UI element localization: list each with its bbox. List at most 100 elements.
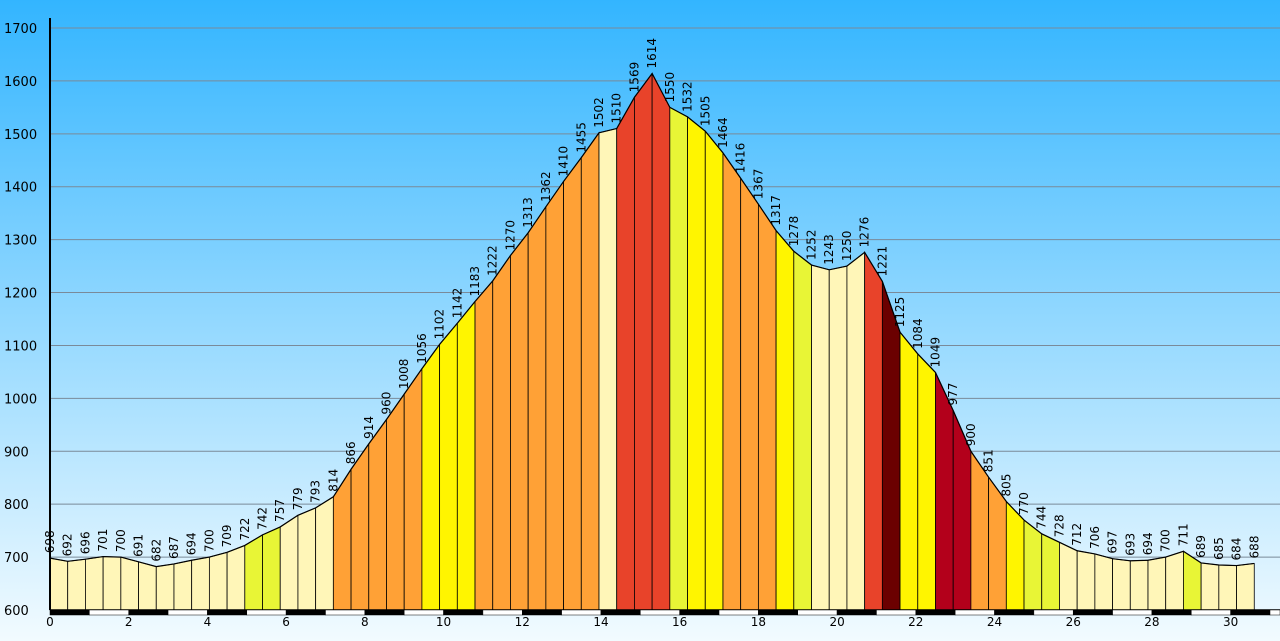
elevation-segment (155, 563, 175, 611)
x-tick-label: 8 (361, 615, 369, 629)
elevation-segment (474, 279, 494, 611)
km-scale-block (285, 609, 326, 616)
y-tick-label: 600 (4, 604, 29, 619)
elevation-value-label: 682 (149, 539, 163, 562)
elevation-value-label: 1049 (928, 337, 942, 368)
km-scale-block (325, 609, 366, 616)
elevation-segment (386, 392, 405, 611)
elevation-value-label: 700 (114, 529, 128, 552)
x-tick-label: 0 (46, 615, 54, 629)
km-scale-block (89, 609, 129, 616)
elevation-value-label: 793 (309, 480, 323, 503)
elevation-value-label: 744 (1035, 506, 1049, 529)
elevation-value-label: 700 (202, 529, 216, 552)
elevation-segment (651, 73, 671, 611)
elevation-segment (1129, 559, 1149, 611)
elevation-value-label: 706 (1088, 526, 1102, 549)
elevation-segment (563, 156, 582, 611)
elevation-value-label: 1510 (610, 93, 624, 124)
elevation-segment (403, 367, 423, 611)
elevation-segment (775, 229, 795, 611)
elevation-value-label: 688 (1247, 536, 1261, 559)
x-tick-label: 10 (436, 615, 451, 629)
x-tick-label: 16 (672, 615, 687, 629)
elevation-segment (828, 265, 848, 611)
x-tick-label: 30 (1223, 615, 1238, 629)
elevation-segment (757, 202, 777, 611)
elevation-value-label: 1270 (503, 220, 517, 251)
elevation-value-label: 693 (1123, 533, 1137, 556)
y-tick-label: 1000 (4, 392, 37, 407)
elevation-segment (669, 106, 688, 611)
elevation-value-label: 1317 (769, 195, 783, 226)
elevation-value-label: 1614 (645, 38, 659, 69)
km-scale-block (167, 609, 208, 616)
y-tick-label: 800 (4, 498, 29, 513)
elevation-segment (191, 556, 210, 611)
x-tick-label: 18 (751, 615, 766, 629)
elevation-value-label: 1367 (751, 169, 765, 200)
elevation-value-label: 712 (1070, 523, 1084, 546)
elevation-segment (793, 250, 812, 611)
elevation-value-label: 1183 (468, 266, 482, 297)
elevation-value-label: 722 (238, 518, 252, 541)
elevation-value-label: 1125 (893, 297, 907, 328)
elevation-value-label: 1550 (663, 72, 677, 103)
x-tick-label: 12 (515, 615, 530, 629)
elevation-value-label: 1569 (627, 62, 641, 93)
elevation-value-label: 691 (132, 534, 146, 557)
elevation-segment (208, 551, 228, 611)
y-tick-label: 1700 (4, 22, 37, 37)
elevation-value-label: 698 (43, 530, 57, 553)
elevation-segment (704, 130, 724, 611)
elevation-segment (545, 180, 564, 611)
axes (49, 18, 1280, 616)
elevation-segment (864, 250, 883, 611)
x-tick-label: 6 (282, 615, 290, 629)
elevation-value-label: 701 (96, 529, 110, 552)
elevation-value-label: 687 (167, 536, 181, 559)
elevation-value-label: 696 (78, 531, 92, 554)
y-tick-label: 1600 (4, 75, 37, 90)
km-scale-block (49, 609, 90, 616)
elevation-value-label: 814 (326, 469, 340, 492)
elevation-value-label: 1252 (805, 229, 819, 260)
elevation-segments (49, 72, 1255, 611)
elevation-segment (687, 116, 706, 611)
elevation-segment (881, 281, 901, 611)
elevation-value-label: 1102 (433, 309, 447, 340)
elevation-segment (1112, 558, 1131, 611)
elevation-segment (1200, 562, 1220, 611)
profile-outline (49, 72, 1255, 568)
elevation-segment (1165, 550, 1184, 611)
elevation-segment (510, 231, 529, 611)
x-tick-label: 2 (125, 615, 133, 629)
elevation-segment (1236, 562, 1255, 611)
elevation-value-label: 1416 (734, 143, 748, 174)
elevation-segment (279, 514, 299, 611)
km-scale-block (364, 609, 405, 616)
elevation-value-label: 851 (982, 449, 996, 472)
elevation-value-label: 1362 (539, 171, 553, 202)
elevation-segment (226, 544, 246, 611)
elevation-segment (138, 561, 157, 611)
x-tick-label: 20 (829, 615, 844, 629)
elevation-segment (580, 131, 600, 611)
elevation-value-label: 1276 (858, 217, 872, 248)
elevation-segment (297, 507, 317, 611)
elevation-value-label: 1313 (521, 197, 535, 228)
elevation-value-label: 711 (1176, 523, 1190, 546)
elevation-segment (846, 251, 866, 611)
elevation-segment (368, 418, 387, 611)
elevation-segment (421, 343, 441, 611)
y-tick-label: 1100 (4, 339, 37, 354)
elevation-value-label: 1502 (592, 97, 606, 128)
elevation-value-label: 1464 (716, 117, 730, 148)
elevation-value-label: 1410 (557, 146, 571, 177)
elevation-value-label: 709 (220, 524, 234, 547)
elevation-segment (492, 254, 511, 611)
elevation-value-label: 1243 (822, 234, 836, 265)
elevation-segment (970, 449, 990, 611)
elevation-value-label: 1221 (875, 246, 889, 277)
